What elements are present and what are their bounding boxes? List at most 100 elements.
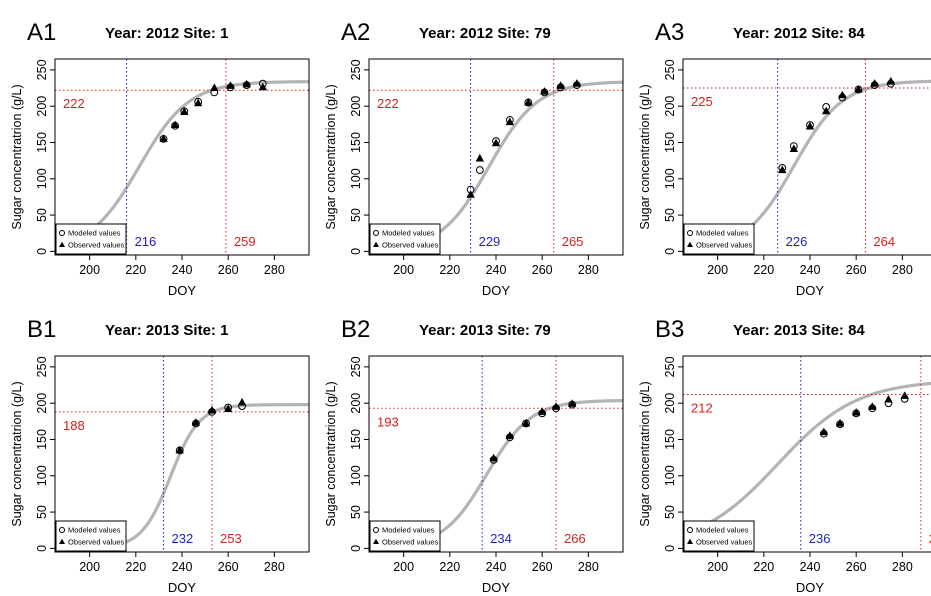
onset-vline-label: 216 (135, 234, 157, 249)
x-tick-label: 280 (264, 263, 285, 277)
observed-point (851, 408, 861, 416)
chart-panel-a3: A3 Year: 2012 Site: 84 225 226 264 200 220 240 2… (638, 19, 931, 298)
series-line-fitted-curve (55, 80, 309, 248)
y-tick-label: 0 (349, 545, 363, 552)
panel-label: A3 (655, 19, 684, 46)
modeled-point (900, 394, 909, 403)
y-tick-label: 200 (349, 393, 363, 414)
hline-label: 212 (691, 400, 713, 415)
legend-modeled-label: Modeled values (382, 526, 435, 535)
legend-modeled-label: Modeled values (68, 526, 121, 535)
x-tick-label: 220 (125, 263, 146, 277)
modeled-point (210, 88, 219, 97)
legend-observed-marker (59, 241, 65, 247)
legend: Modeled values Observed values (55, 223, 127, 255)
x-tick-label: 220 (753, 263, 774, 277)
modeled-point (238, 402, 246, 410)
x-axis-label: DOY (168, 283, 197, 298)
legend-observed-label: Observed values (382, 241, 439, 250)
modeled-point (838, 93, 847, 102)
x-tick-label: 260 (218, 263, 239, 277)
legend-observed-label: Observed values (382, 538, 439, 547)
legend-observed-marker (687, 241, 693, 247)
maturity-vline-label: 265 (562, 234, 584, 249)
x-tick-label: 200 (393, 263, 414, 277)
x-tick-label: 240 (486, 560, 507, 574)
modeled-point (475, 166, 484, 174)
y-tick-label: 0 (663, 248, 677, 255)
modeled-point (789, 142, 798, 151)
x-tick-label: 200 (393, 560, 414, 574)
y-axis-label: Sugar concentratrion (g/L) (10, 381, 24, 526)
x-tick-label: 280 (892, 263, 913, 277)
observed-point (789, 144, 799, 153)
x-tick-label: 220 (753, 560, 774, 574)
legend-observed-label: Observed values (696, 538, 753, 547)
y-tick-label: 150 (35, 429, 49, 450)
legend-modeled-marker (687, 230, 693, 236)
modeled-point (208, 407, 216, 416)
chart-title: Year: 2012 Site: 1 (105, 25, 228, 42)
observed-point (258, 82, 268, 91)
legend-modeled-marker (373, 230, 379, 236)
observed-point (556, 81, 565, 89)
x-tick-label: 280 (578, 560, 599, 574)
x-tick-label: 240 (486, 263, 507, 277)
x-axis-label: DOY (482, 283, 511, 298)
y-tick-label: 100 (35, 465, 49, 486)
legend-box (55, 520, 127, 552)
chart-panel-b2: B2 Year: 2013 Site: 79 193 234 266 200 220 240 2… (324, 316, 624, 595)
modeled-point (836, 420, 844, 429)
observed-point (207, 405, 217, 414)
observed-point (568, 399, 577, 407)
modeled-point (806, 121, 814, 129)
legend-observed-marker (373, 538, 379, 544)
y-tick-label: 250 (35, 59, 49, 80)
legend-modeled-label: Modeled values (696, 229, 749, 238)
x-tick-label: 260 (218, 560, 239, 574)
panel-label: A1 (27, 19, 56, 46)
modeled-point (868, 404, 877, 413)
onset-vline-label: 234 (490, 531, 512, 546)
modeled-point (886, 79, 895, 88)
legend: Modeled values Observed values (55, 520, 127, 552)
y-tick-label: 250 (349, 59, 363, 80)
observed-point (226, 81, 235, 89)
x-tick-label: 240 (800, 263, 821, 277)
modeled-point (224, 403, 233, 412)
chart-title: Year: 2012 Site: 79 (419, 25, 551, 42)
y-axis-label: Sugar concentratrion (g/L) (638, 84, 652, 229)
observed-point (521, 418, 531, 427)
legend: Modeled values Observed values (369, 223, 441, 255)
modeled-point (226, 83, 235, 92)
y-tick-label: 100 (663, 168, 677, 189)
legend-box (683, 223, 755, 255)
y-tick-label: 100 (663, 465, 677, 486)
y-tick-label: 100 (349, 465, 363, 486)
onset-vline-label: 232 (172, 531, 194, 546)
legend-modeled-marker (687, 527, 693, 533)
y-tick-label: 250 (349, 356, 363, 377)
x-tick-label: 280 (892, 560, 913, 574)
x-tick-label: 280 (264, 560, 285, 574)
y-tick-label: 50 (349, 505, 363, 519)
legend: Modeled values Observed values (369, 520, 441, 552)
y-tick-label: 250 (663, 356, 677, 377)
legend-box (683, 520, 755, 552)
observed-point (835, 418, 845, 427)
maturity-vline-label: 253 (220, 531, 242, 546)
chart-panel-a2: A2 Year: 2012 Site: 79 222 229 265 200 220 240 2… (324, 19, 624, 298)
panel-label: B3 (655, 316, 684, 343)
observed-point (540, 87, 549, 95)
modeled-point (159, 134, 168, 143)
observed-point (819, 427, 829, 436)
modeled-point (556, 83, 565, 92)
legend-observed-marker (373, 241, 379, 247)
hline-label: 193 (377, 414, 399, 429)
modeled-point (540, 88, 549, 97)
y-tick-label: 50 (35, 208, 49, 222)
legend-modeled-marker (373, 527, 379, 533)
x-axis-label: DOY (796, 580, 825, 595)
chart-title: Year: 2013 Site: 84 (733, 322, 865, 339)
observed-point (489, 453, 498, 462)
